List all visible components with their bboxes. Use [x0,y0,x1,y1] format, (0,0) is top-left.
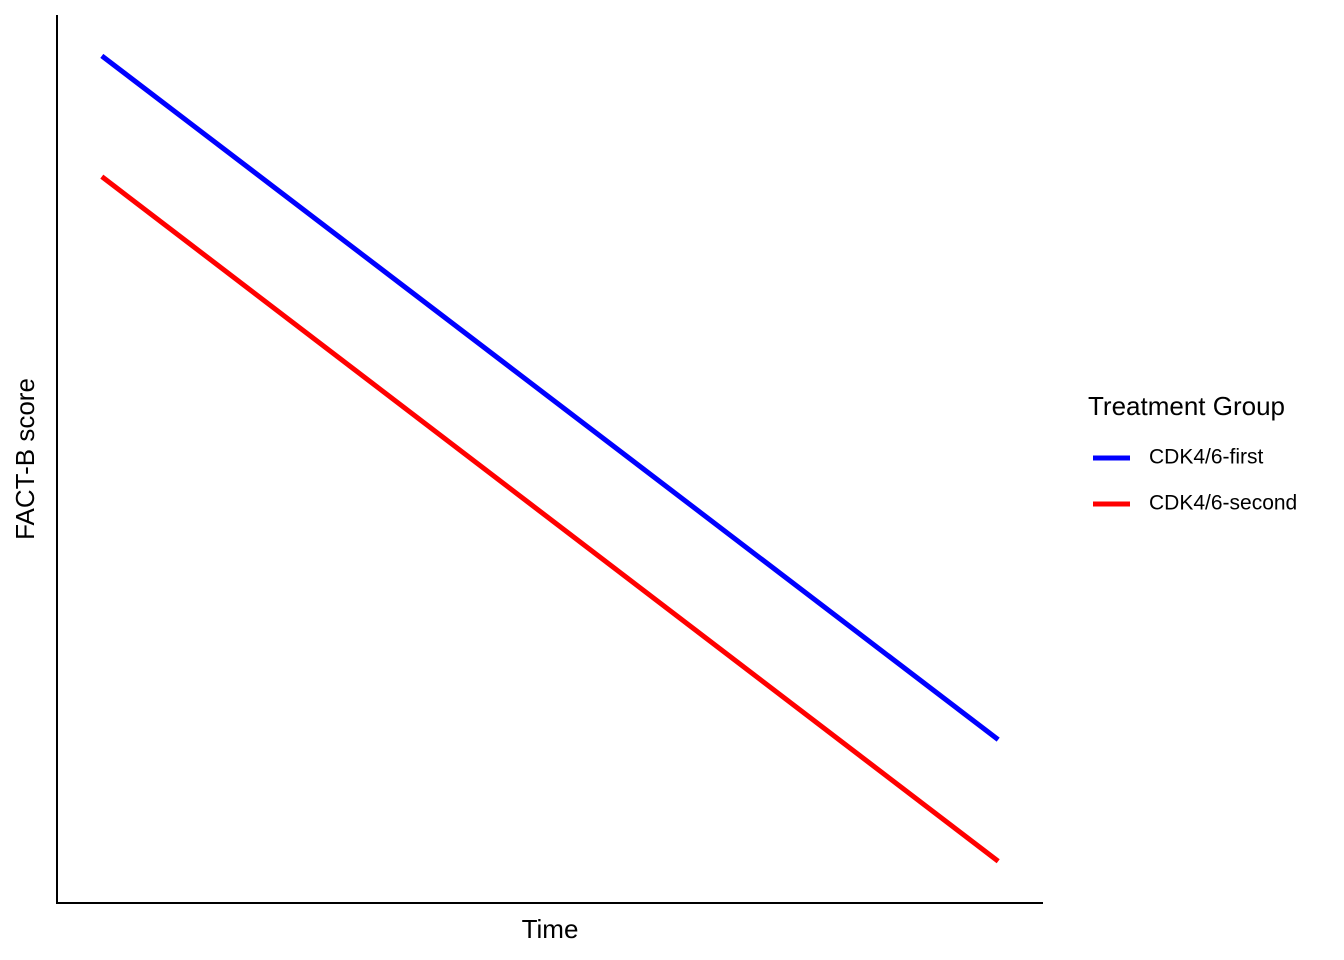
series-line [100,53,1000,742]
legend-title: Treatment Group [1088,391,1285,421]
series-line [100,174,1000,864]
legend-label: CDK4/6-second [1149,492,1297,515]
y-axis-title: FACT-B score [10,378,40,540]
legend-label: CDK4/6-first [1149,446,1264,469]
x-axis-title: Time [522,914,579,944]
